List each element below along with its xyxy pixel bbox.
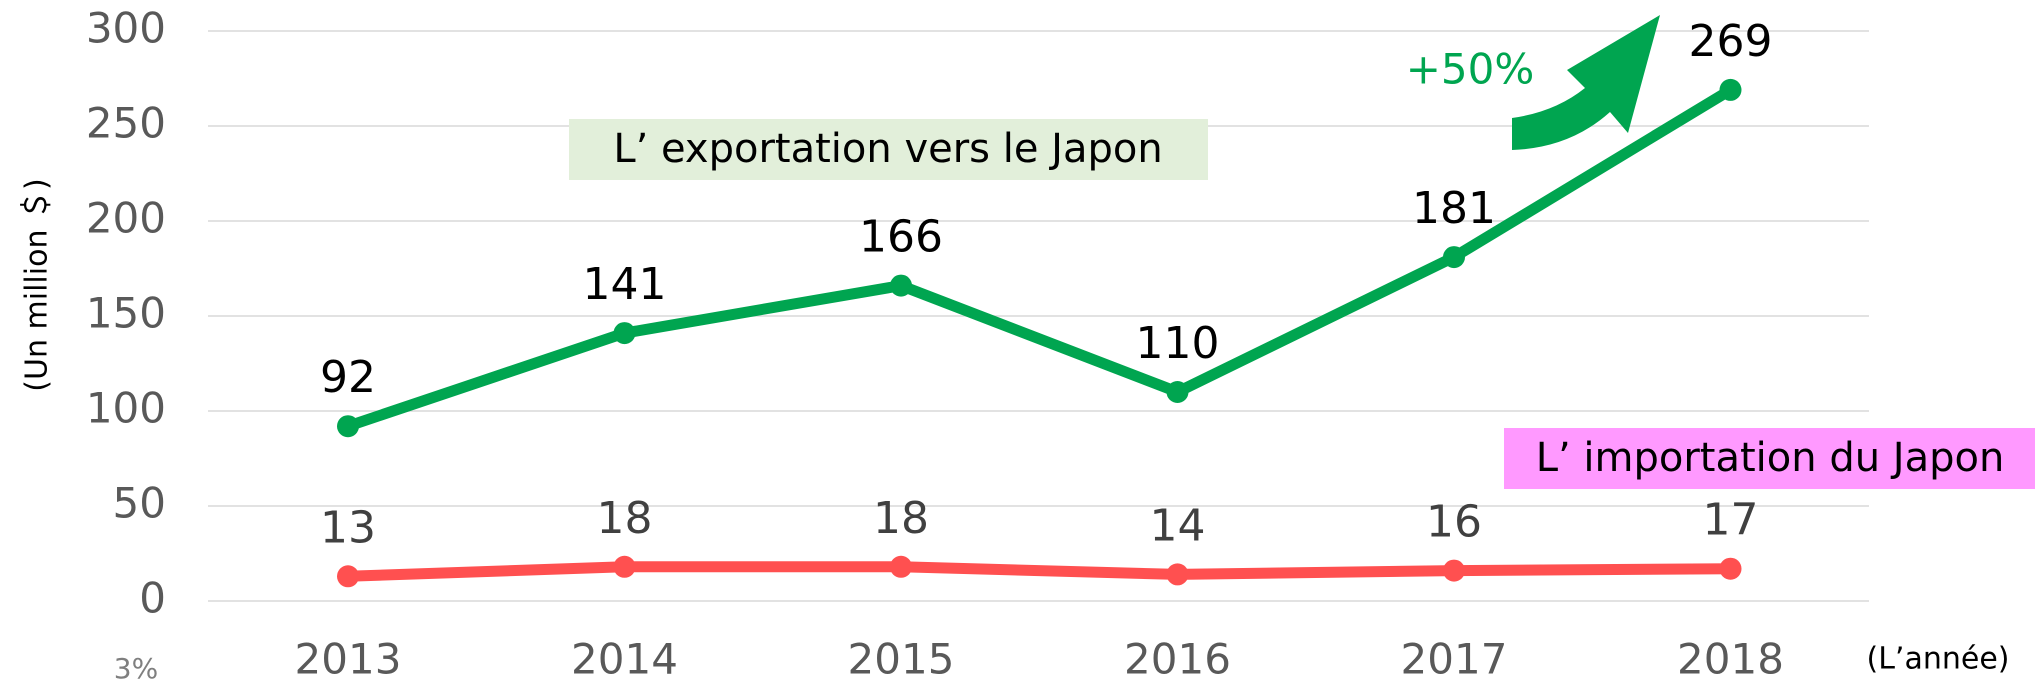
- annotation: +50%: [1406, 45, 1535, 94]
- point: [890, 274, 912, 297]
- x-tick-label: 2014: [571, 635, 678, 684]
- x-tick-label: 2013: [295, 635, 402, 684]
- x-tick-label: 2016: [1124, 635, 1231, 684]
- data-label: 181: [1412, 183, 1496, 234]
- data-label: 92: [320, 352, 376, 403]
- x-axis-label: (L’année): [1867, 642, 2010, 677]
- point: [1166, 563, 1189, 586]
- footnote: 3%: [114, 652, 158, 685]
- data-label: 13: [320, 502, 376, 553]
- export-series-label: L’ exportation vers le Japon: [613, 126, 1162, 172]
- data-label: 14: [1150, 500, 1206, 551]
- y-axis-label: (Un million ＄): [20, 178, 55, 391]
- import-label-box: [1504, 428, 2035, 489]
- point: [337, 565, 359, 588]
- point: [1443, 559, 1465, 582]
- point: [613, 555, 636, 578]
- y-tick-label: 100: [86, 384, 166, 433]
- data-label: 16: [1426, 497, 1482, 548]
- data-label: 166: [859, 212, 943, 263]
- y-tick-label: 50: [113, 479, 166, 528]
- point: [1443, 246, 1465, 269]
- point: [1166, 381, 1189, 403]
- data-label: 18: [873, 493, 929, 544]
- point: [1719, 78, 1742, 101]
- x-tick-label: 2018: [1677, 635, 1784, 684]
- data-label: 110: [1136, 318, 1220, 369]
- x-tick-label: 2015: [848, 635, 955, 684]
- data-label: 18: [597, 493, 653, 544]
- series-line: [346, 85, 1734, 432]
- series-line: [347, 561, 1731, 582]
- y-tick-label: 0: [139, 574, 166, 623]
- point: [337, 415, 359, 438]
- data-label: 141: [583, 259, 667, 310]
- point: [890, 555, 912, 578]
- data-label: 269: [1689, 16, 1773, 67]
- export-label-box: [569, 119, 1208, 180]
- data-label: 17: [1703, 495, 1759, 546]
- y-tick-label: 250: [86, 99, 166, 148]
- point: [613, 322, 636, 345]
- point: [1719, 557, 1742, 580]
- import-series-label: L’ importation du Japon: [1536, 435, 2005, 481]
- x-tick-label: 2017: [1401, 635, 1508, 684]
- y-tick-label: 200: [86, 194, 166, 243]
- y-tick-label: 150: [86, 289, 166, 338]
- y-tick-label: 300: [86, 4, 166, 53]
- growth-arrow: [1512, 15, 1660, 150]
